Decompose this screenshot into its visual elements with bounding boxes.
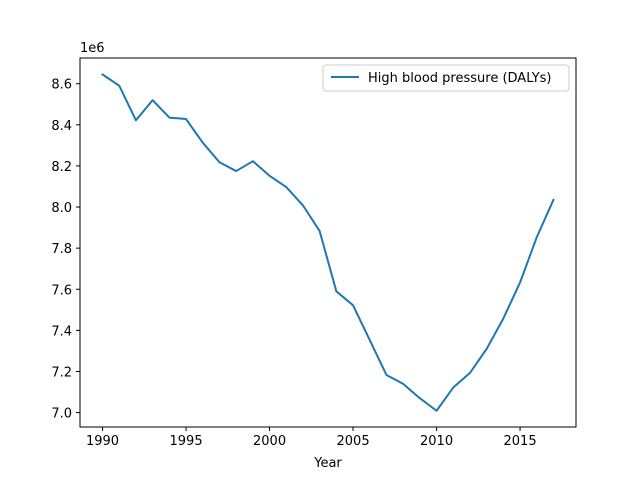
x-axis-ticks: 1990 1995 2000 2005 2010 2015 [86, 427, 537, 449]
x-tick-label: 1995 [170, 434, 203, 449]
y-tick-label: 7.2 [51, 365, 72, 380]
x-tick-label: 2005 [337, 434, 370, 449]
x-tick-label: 2010 [420, 434, 453, 449]
y-tick-label: 7.0 [51, 407, 72, 422]
y-tick-label: 7.8 [51, 242, 72, 257]
y-offset-label: 1e6 [80, 41, 105, 56]
legend-box [322, 64, 570, 92]
legend: High blood pressure (DALYs) [322, 64, 570, 92]
y-tick-label: 8.6 [51, 78, 72, 93]
y-tick-label: 7.6 [51, 283, 72, 298]
x-axis-label: Year [313, 456, 342, 471]
y-tick-label: 8.0 [51, 201, 72, 216]
series-line-0 [101, 73, 555, 412]
x-tick-label: 2015 [504, 434, 537, 449]
y-axis-ticks: 7.0 7.2 7.4 7.6 7.8 8.0 8.2 8.4 8.6 [51, 78, 80, 422]
x-tick-label: 1990 [86, 434, 119, 449]
y-tick-label: 7.4 [51, 324, 72, 339]
plot-frame [79, 57, 577, 428]
series-layer [101, 73, 555, 412]
y-tick-label: 8.4 [51, 119, 72, 134]
legend-label: High blood pressure (DALYs) [368, 71, 552, 86]
y-tick-label: 8.2 [51, 160, 72, 175]
x-tick-label: 2000 [253, 434, 286, 449]
plot-area [80, 58, 576, 427]
